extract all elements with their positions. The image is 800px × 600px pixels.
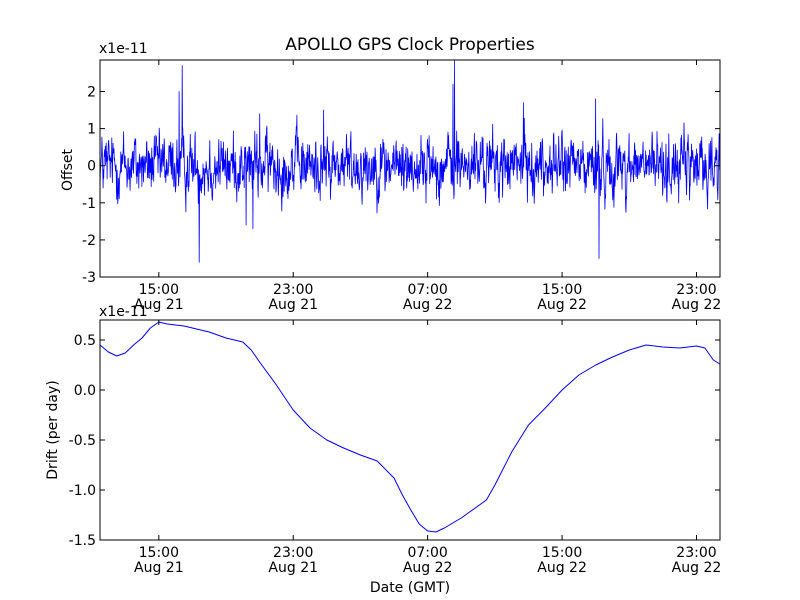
y-tick-label: -0.5	[69, 433, 96, 449]
offset-y-ticks: -3 -2 -1 0 1 2	[82, 85, 720, 286]
drift-y-ticks: -1.5 -1.0 -0.5 0.0 0.5	[69, 333, 720, 549]
x-tick-time: 23:00	[273, 282, 313, 298]
x-tick-time: 15:00	[139, 545, 179, 561]
y-tick-label: -2	[82, 233, 96, 249]
x-tick-time: 23:00	[273, 545, 313, 561]
x-tick-date: Aug 21	[134, 560, 184, 576]
drift-panel: Drift (per day) x1e-11 -1.5 -1.0 -0.5 0.0 0.…	[45, 304, 721, 576]
y-tick-label: -1.0	[69, 483, 96, 499]
x-tick-time: 07:00	[407, 545, 447, 561]
y-tick-label: 2	[87, 85, 96, 101]
x-tick-date: Aug 22	[672, 560, 722, 576]
x-tick-date: Aug 22	[672, 297, 722, 313]
series-line-offset	[99, 60, 721, 263]
x-tick-time: 15:00	[542, 545, 582, 561]
drift-ylabel: Drift (per day)	[45, 380, 61, 479]
y-tick-label: -1.5	[69, 533, 96, 549]
x-tick-time: 23:00	[676, 545, 716, 561]
x-tick-time: 23:00	[676, 282, 716, 298]
y-tick-label: -3	[82, 270, 96, 286]
y-tick-label: 1	[87, 122, 96, 138]
x-tick-date: Aug 21	[268, 297, 318, 313]
x-tick-date: Aug 22	[403, 297, 453, 313]
drift-plot-area	[99, 321, 721, 533]
drift-plot-frame	[99, 319, 721, 541]
x-tick-time: 07:00	[407, 282, 447, 298]
x-tick-time: 15:00	[139, 282, 179, 298]
chart-title: APOLLO GPS Clock Properties	[285, 35, 535, 55]
x-axis-label: Date (GMT)	[370, 580, 450, 596]
x-tick-time: 15:00	[542, 282, 582, 298]
y-tick-label: -1	[82, 196, 96, 212]
x-tick-date: Aug 21	[134, 297, 184, 313]
series-line-drift	[99, 321, 721, 533]
drift-scale-label: x1e-11	[99, 304, 148, 320]
offset-ylabel: Offset	[60, 148, 76, 191]
x-tick-date: Aug 22	[537, 297, 587, 313]
offset-plot-frame	[99, 59, 721, 278]
y-tick-label: 0.0	[74, 383, 96, 399]
offset-scale-label: x1e-11	[99, 41, 148, 57]
x-tick-date: Aug 22	[403, 560, 453, 576]
offset-plot-area	[99, 60, 721, 263]
x-tick-date: Aug 21	[268, 560, 318, 576]
y-tick-label: 0	[87, 159, 96, 175]
y-tick-label: 0.5	[74, 333, 96, 349]
x-tick-date: Aug 22	[537, 560, 587, 576]
